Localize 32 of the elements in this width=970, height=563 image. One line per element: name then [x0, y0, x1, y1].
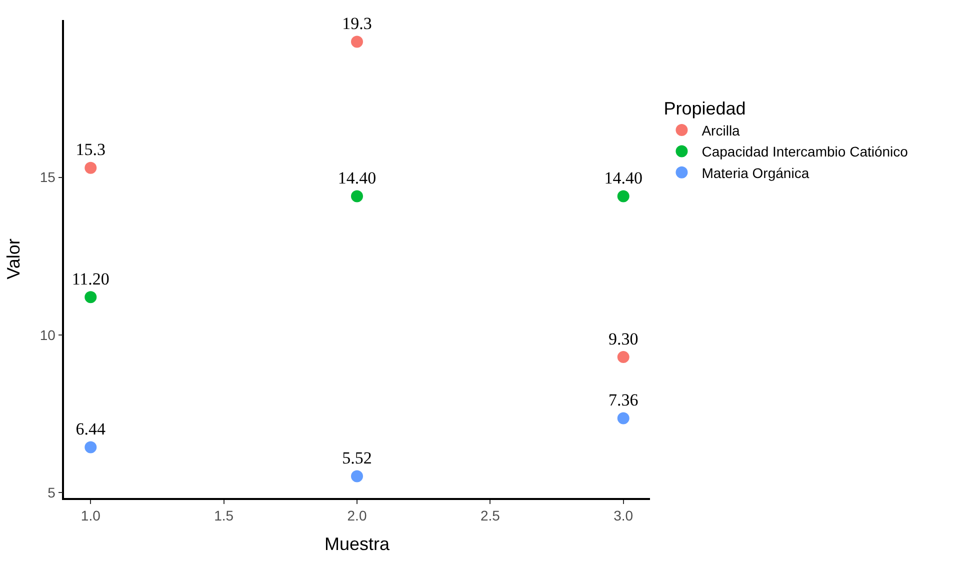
point — [84, 291, 97, 304]
data-label: 11.20 — [72, 269, 110, 288]
y-tick-label: 10 — [40, 326, 56, 343]
x-tick-label: 3.0 — [614, 508, 634, 524]
x-tick-label: 1.5 — [214, 508, 234, 524]
point — [617, 351, 630, 364]
legend-label: Arcilla — [702, 122, 740, 138]
data-label: 19.3 — [342, 14, 372, 34]
data-label: 15.3 — [76, 140, 106, 160]
point — [351, 190, 363, 202]
data-label: 9.30 — [608, 329, 638, 348]
point — [84, 441, 97, 454]
legend-label: Capacidad Intercambio Catiónico — [702, 144, 908, 160]
point — [84, 162, 97, 174]
legend-title: Propiedad — [664, 98, 746, 118]
x-tick-label: 1.0 — [80, 508, 101, 524]
x-axis-title: Muestra — [324, 534, 390, 554]
point — [351, 470, 363, 482]
point — [617, 412, 630, 424]
y-tick-label: 5 — [48, 484, 56, 501]
point — [351, 36, 363, 48]
x-tick-label: 2.5 — [480, 508, 500, 524]
y-tick-label: 15 — [40, 169, 56, 186]
legend-label: Materia Orgánica — [702, 164, 810, 181]
data-label: 7.36 — [608, 390, 638, 410]
y-axis-title: Valor — [4, 238, 24, 280]
x-tick-label: 2.0 — [347, 508, 367, 524]
data-label: 14.40 — [604, 168, 642, 188]
data-label: 5.52 — [342, 448, 372, 468]
data-label: 14.40 — [338, 168, 376, 188]
point — [617, 190, 630, 202]
data-label: 6.44 — [76, 419, 106, 438]
